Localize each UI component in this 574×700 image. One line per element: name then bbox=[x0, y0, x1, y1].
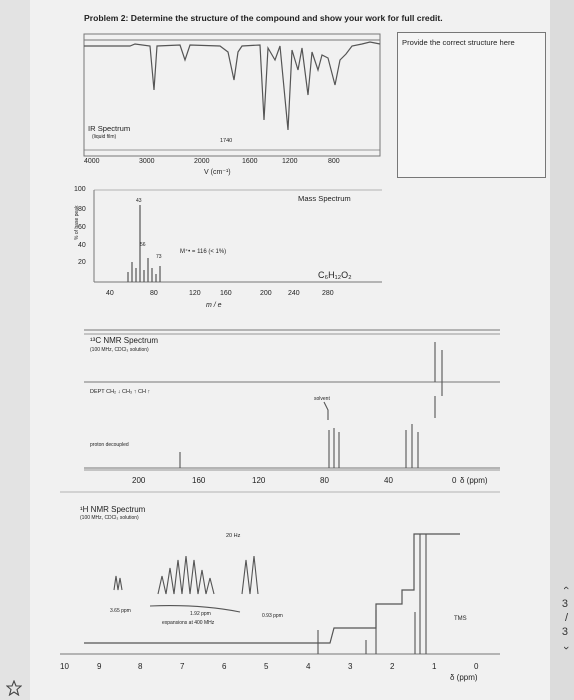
c13-x-tick: 0 bbox=[452, 476, 457, 485]
h1-subtitle: (100 MHz, CDCl₃ solution) bbox=[80, 515, 139, 521]
c13-chart bbox=[84, 329, 500, 471]
c13-x-tick: 120 bbox=[252, 476, 266, 485]
page-nav-sidebar: ‹ 3 / 3 › bbox=[550, 0, 574, 700]
answer-box bbox=[397, 32, 546, 178]
mass-peak-label: 73 bbox=[156, 254, 162, 260]
molecular-ion-label: M⁺• = 116 (< 1%) bbox=[180, 249, 227, 255]
c13-subtitle: (100 MHz, CDCl₃ solution) bbox=[90, 347, 149, 353]
mass-y-tick: 100 bbox=[74, 186, 86, 193]
mass-y-label: % of base peak bbox=[74, 205, 80, 240]
expansion-label: 3.65 ppm bbox=[110, 608, 131, 614]
ir-chart bbox=[83, 33, 381, 157]
page-separator: / bbox=[564, 612, 568, 624]
next-page-button[interactable]: › bbox=[560, 646, 573, 650]
ir-axis-label: V (cm⁻¹) bbox=[204, 169, 231, 176]
ir-tick: 1600 bbox=[242, 158, 258, 165]
mass-title: Mass Spectrum bbox=[298, 194, 351, 203]
dept-label: DEPT CH₂ ↓ CH₃ ↑ CH ↑ bbox=[90, 389, 151, 395]
ir-tick: 3000 bbox=[139, 158, 155, 165]
ir-tick: 1200 bbox=[282, 158, 298, 165]
mass-peak-label: 56 bbox=[140, 242, 146, 248]
mass-x-tick: 280 bbox=[322, 290, 334, 297]
problem-page: Problem 2: Determine the structure of th… bbox=[30, 0, 550, 700]
h1-chart bbox=[60, 491, 500, 655]
c13-x-tick: 200 bbox=[132, 476, 146, 485]
h1-x-tick: 2 bbox=[390, 662, 395, 671]
h1-x-tick: 8 bbox=[138, 662, 143, 671]
molecular-formula: C₆H₁₂O₂ bbox=[318, 270, 352, 280]
ir-subtitle: (liquid film) bbox=[92, 134, 117, 140]
tms-label: TMS bbox=[454, 616, 467, 622]
ir-tick: 2000 bbox=[194, 158, 210, 165]
mass-x-tick: 240 bbox=[288, 290, 300, 297]
h1-x-tick: 5 bbox=[264, 662, 269, 671]
hz-scale-label: 20 Hz bbox=[226, 533, 241, 539]
h1-x-tick: 9 bbox=[97, 662, 102, 671]
h1-x-tick: 6 bbox=[222, 662, 227, 671]
ir-tick: 800 bbox=[328, 158, 340, 165]
h1-x-tick: 1 bbox=[432, 662, 437, 671]
current-page: 3 bbox=[561, 598, 568, 610]
h1-x-tick: 3 bbox=[348, 662, 353, 671]
h1-x-tick: 7 bbox=[180, 662, 185, 671]
ir-ticks: 4000 3000 2000 1600 1200 800 bbox=[84, 158, 380, 168]
mass-y-tick: 40 bbox=[78, 242, 86, 249]
c13-x-tick: 80 bbox=[320, 476, 329, 485]
c13-title: ¹³C NMR Spectrum bbox=[90, 336, 159, 345]
expansion-label: 0.93 ppm bbox=[262, 613, 283, 619]
solvent-label: solvent bbox=[314, 396, 330, 402]
mass-y-tick: 20 bbox=[78, 259, 86, 266]
mass-y-tick: 80 bbox=[78, 206, 86, 213]
c13-x-tick: 160 bbox=[192, 476, 206, 485]
mass-x-tick: 200 bbox=[260, 290, 272, 297]
mass-y-tick: 60 bbox=[78, 224, 86, 231]
mass-x-tick: 40 bbox=[106, 290, 114, 297]
problem-title: Problem 2: Determine the structure of th… bbox=[84, 13, 443, 23]
expansion-label: 1.92 ppm bbox=[190, 611, 211, 617]
ir-title: IR Spectrum bbox=[88, 124, 131, 133]
answer-box-label: Provide the correct structure here bbox=[402, 38, 515, 47]
mass-chart bbox=[93, 189, 382, 283]
prev-page-button[interactable]: ‹ bbox=[560, 586, 573, 590]
h1-x-tick: 4 bbox=[306, 662, 311, 671]
total-pages: 3 bbox=[561, 626, 568, 638]
expansion-note: expansions at 400 MHz bbox=[162, 620, 215, 626]
mass-peak-label: 43 bbox=[136, 198, 142, 204]
mass-x-tick: 80 bbox=[150, 290, 158, 297]
h1-x-tick: 0 bbox=[474, 662, 479, 671]
mass-x-tick: 160 bbox=[220, 290, 232, 297]
ir-tick: 4000 bbox=[84, 158, 100, 165]
c13-x-tick: 40 bbox=[384, 476, 393, 485]
proton-decoupled-label: proton decoupled bbox=[90, 442, 129, 448]
h1-x-tick: 10 bbox=[60, 662, 69, 671]
spectra-drawing bbox=[60, 33, 500, 655]
mass-x-tick: 120 bbox=[189, 290, 201, 297]
h1-title: ¹H NMR Spectrum bbox=[80, 505, 146, 514]
ir-peak-label: 1740 bbox=[220, 138, 233, 144]
h1-x-label: δ (ppm) bbox=[450, 673, 478, 682]
bookmark-icon[interactable] bbox=[6, 680, 22, 696]
c13-x-label: δ (ppm) bbox=[460, 476, 488, 485]
mass-x-label: m / e bbox=[206, 302, 222, 309]
